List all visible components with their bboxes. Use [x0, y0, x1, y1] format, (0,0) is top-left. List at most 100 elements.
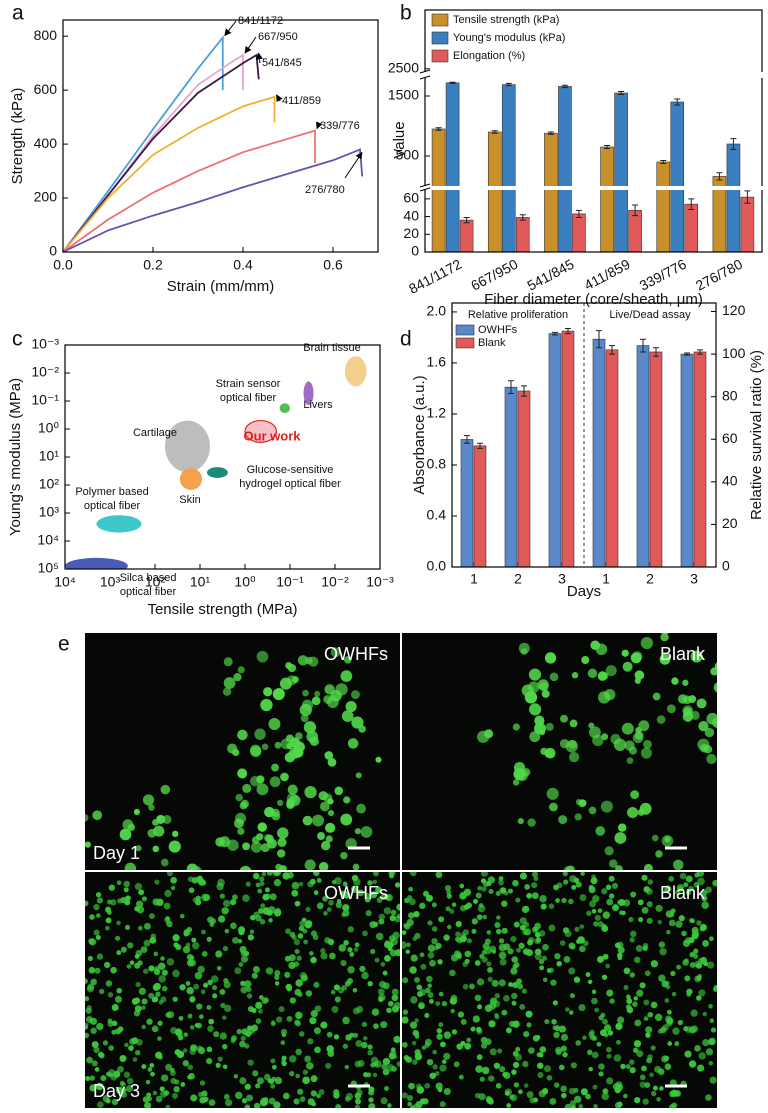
- cell: [402, 1041, 408, 1048]
- cell: [474, 960, 481, 966]
- cell: [264, 806, 275, 818]
- cell: [345, 1092, 354, 1101]
- cell: [271, 1076, 276, 1082]
- cell: [182, 1060, 189, 1067]
- cell: [617, 823, 627, 832]
- cell: [417, 992, 423, 998]
- cell: [666, 704, 676, 714]
- cell: [215, 1062, 221, 1068]
- bar: [726, 143, 741, 253]
- cell: [302, 1069, 309, 1075]
- y-tick-label: 200: [34, 189, 58, 205]
- cell: [441, 1000, 448, 1007]
- bar: [572, 213, 586, 253]
- cell: [481, 1042, 488, 1049]
- cell: [609, 859, 618, 868]
- y-tick-label: 500: [396, 147, 420, 163]
- cell: [374, 957, 380, 963]
- cell: [242, 894, 250, 902]
- error-bar: [463, 216, 470, 224]
- cell: [105, 925, 110, 931]
- y-tick-label: 10⁻²: [31, 364, 59, 380]
- cell: [340, 960, 347, 967]
- cell: [188, 887, 195, 894]
- cell: [568, 898, 574, 905]
- region: [164, 420, 210, 473]
- cell: [289, 1070, 295, 1077]
- legend-label: Blank: [478, 337, 506, 349]
- annotation: 276/780: [305, 184, 345, 196]
- cell: [705, 886, 712, 894]
- cell: [688, 695, 697, 703]
- cell: [260, 698, 273, 712]
- micrograph: OWHFs Day 1: [85, 633, 400, 870]
- cell: [384, 1086, 389, 1091]
- cell: [340, 851, 348, 860]
- cell: [267, 1078, 273, 1084]
- cell: [643, 1016, 649, 1021]
- cell: [326, 1031, 333, 1038]
- cell: [606, 1053, 612, 1059]
- axis-break: [421, 186, 766, 190]
- cell: [189, 995, 196, 1003]
- cell: [380, 1097, 388, 1105]
- cell: [100, 1075, 107, 1082]
- cell: [474, 994, 482, 1002]
- cell: [560, 1085, 567, 1093]
- cell: [120, 1091, 127, 1098]
- cell: [257, 822, 268, 832]
- cell: [104, 961, 111, 969]
- cell: [356, 803, 367, 814]
- cell: [190, 1044, 198, 1052]
- legend-label: Elongation (%): [453, 50, 525, 62]
- cell: [308, 656, 319, 667]
- cell: [263, 687, 273, 697]
- cell: [412, 1103, 420, 1108]
- cell: [391, 994, 399, 1002]
- cell: [637, 808, 645, 816]
- cell: [386, 1007, 392, 1014]
- cell: [96, 913, 101, 918]
- cell: [569, 1010, 574, 1015]
- cell: [526, 1091, 534, 1098]
- cell: [487, 976, 493, 982]
- cell: [546, 787, 559, 800]
- cell: [390, 909, 397, 916]
- bar: [628, 210, 642, 253]
- cell: [589, 1034, 596, 1041]
- cell: [502, 1071, 508, 1078]
- y-axis-title: Value: [391, 121, 408, 158]
- cell: [480, 878, 487, 884]
- cell: [322, 895, 328, 902]
- x-tick-label: 10⁻³: [366, 574, 394, 590]
- cell: [244, 1083, 251, 1090]
- cell: [93, 929, 100, 936]
- cell: [471, 928, 477, 934]
- cell: [240, 986, 248, 994]
- cell: [330, 647, 341, 658]
- cell: [300, 714, 309, 723]
- cell: [342, 881, 348, 887]
- cell: [640, 636, 653, 650]
- cell: [701, 890, 708, 897]
- cell: [525, 1010, 533, 1018]
- cell: [390, 1047, 396, 1052]
- cell: [165, 1104, 171, 1108]
- cell: [188, 959, 197, 967]
- cell: [152, 819, 159, 826]
- cell: [688, 1060, 697, 1068]
- cell: [701, 895, 708, 902]
- cell: [614, 942, 621, 949]
- cell: [122, 819, 134, 831]
- cell: [352, 987, 358, 993]
- cell: [185, 981, 191, 986]
- cell: [548, 967, 555, 973]
- cell: [462, 983, 469, 990]
- cell: [659, 947, 667, 956]
- cell: [459, 935, 467, 943]
- cell: [408, 912, 415, 919]
- cell: [133, 997, 141, 1004]
- cell: [410, 954, 418, 962]
- cell: [522, 928, 529, 936]
- y-tick-label: 10³: [39, 504, 60, 520]
